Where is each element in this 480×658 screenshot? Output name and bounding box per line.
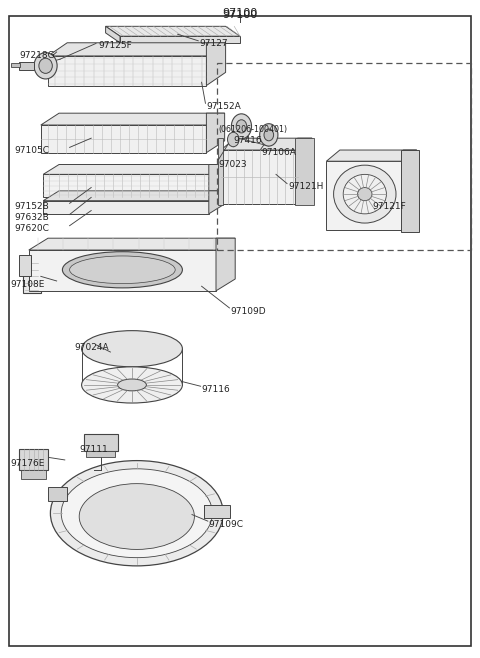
Polygon shape bbox=[43, 174, 209, 197]
Bar bbox=[217, 63, 471, 250]
Ellipse shape bbox=[79, 484, 194, 549]
Polygon shape bbox=[86, 451, 115, 457]
Text: 97116: 97116 bbox=[202, 385, 230, 394]
Polygon shape bbox=[41, 61, 48, 72]
Polygon shape bbox=[295, 138, 314, 205]
Text: 97620C: 97620C bbox=[14, 224, 49, 234]
Ellipse shape bbox=[343, 174, 386, 214]
Text: 97109D: 97109D bbox=[230, 307, 266, 316]
Polygon shape bbox=[48, 43, 226, 56]
Polygon shape bbox=[209, 164, 225, 197]
Ellipse shape bbox=[236, 120, 247, 133]
Text: 97105C: 97105C bbox=[14, 146, 49, 155]
Ellipse shape bbox=[231, 114, 252, 139]
Ellipse shape bbox=[334, 165, 396, 223]
Text: 97100: 97100 bbox=[222, 8, 258, 18]
Ellipse shape bbox=[39, 58, 52, 73]
Text: 97152A: 97152A bbox=[206, 102, 241, 111]
Polygon shape bbox=[401, 150, 419, 232]
Polygon shape bbox=[216, 238, 235, 291]
Text: 97024A: 97024A bbox=[74, 343, 109, 353]
Text: 97416: 97416 bbox=[234, 136, 263, 145]
Text: 97152B: 97152B bbox=[14, 202, 49, 211]
Polygon shape bbox=[209, 191, 225, 214]
Polygon shape bbox=[23, 260, 41, 293]
Ellipse shape bbox=[61, 468, 212, 558]
Ellipse shape bbox=[70, 256, 175, 284]
Polygon shape bbox=[19, 449, 48, 470]
Polygon shape bbox=[218, 138, 223, 205]
Ellipse shape bbox=[62, 252, 182, 288]
Polygon shape bbox=[221, 138, 312, 150]
Ellipse shape bbox=[264, 129, 274, 141]
Ellipse shape bbox=[82, 330, 182, 367]
Polygon shape bbox=[298, 138, 312, 204]
Text: 97176E: 97176E bbox=[11, 459, 45, 468]
Polygon shape bbox=[326, 150, 417, 161]
Polygon shape bbox=[43, 191, 225, 201]
Polygon shape bbox=[48, 56, 206, 86]
Polygon shape bbox=[41, 113, 225, 125]
Text: 97111: 97111 bbox=[79, 445, 108, 455]
Polygon shape bbox=[19, 255, 31, 276]
Polygon shape bbox=[206, 43, 226, 86]
Text: (061206-100401): (061206-100401) bbox=[218, 125, 288, 134]
Text: 97125F: 97125F bbox=[98, 41, 132, 51]
Polygon shape bbox=[221, 150, 298, 204]
Text: 97109C: 97109C bbox=[209, 520, 244, 529]
Text: 97121H: 97121H bbox=[288, 182, 324, 191]
Text: 97632B: 97632B bbox=[14, 213, 49, 222]
Text: 97108E: 97108E bbox=[11, 280, 45, 289]
Polygon shape bbox=[206, 113, 225, 153]
Polygon shape bbox=[43, 201, 209, 214]
Text: 97023: 97023 bbox=[218, 160, 247, 169]
Polygon shape bbox=[84, 434, 118, 451]
Polygon shape bbox=[120, 36, 240, 43]
Polygon shape bbox=[29, 250, 216, 291]
Text: 97121F: 97121F bbox=[372, 202, 406, 211]
Ellipse shape bbox=[118, 379, 146, 391]
Ellipse shape bbox=[260, 124, 278, 146]
Polygon shape bbox=[21, 470, 46, 479]
Text: 97100: 97100 bbox=[222, 10, 258, 20]
Polygon shape bbox=[106, 26, 240, 36]
Ellipse shape bbox=[228, 132, 239, 147]
Polygon shape bbox=[29, 238, 235, 250]
Text: 97106A: 97106A bbox=[262, 148, 297, 157]
Ellipse shape bbox=[50, 461, 223, 566]
Polygon shape bbox=[48, 487, 67, 501]
Ellipse shape bbox=[34, 53, 57, 79]
Polygon shape bbox=[19, 62, 34, 70]
Polygon shape bbox=[403, 150, 417, 230]
Polygon shape bbox=[11, 63, 20, 67]
Text: 97127: 97127 bbox=[199, 39, 228, 49]
Ellipse shape bbox=[82, 367, 182, 403]
Polygon shape bbox=[326, 161, 403, 230]
Polygon shape bbox=[106, 26, 120, 43]
Polygon shape bbox=[41, 125, 206, 153]
Polygon shape bbox=[204, 505, 230, 518]
Polygon shape bbox=[43, 164, 225, 174]
Text: 97218G: 97218G bbox=[19, 51, 55, 60]
Ellipse shape bbox=[358, 188, 372, 201]
